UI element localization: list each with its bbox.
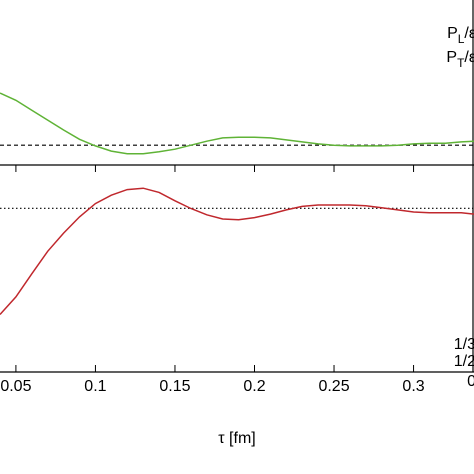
x-tick-label: 0.05 xyxy=(0,378,31,395)
annotation: 1/2 xyxy=(454,353,474,370)
x-tick-label: 0.1 xyxy=(84,378,106,395)
x-tick-label: 0.25 xyxy=(318,378,349,395)
annotation: PT/ε xyxy=(446,49,474,70)
x-tick-label: 0.15 xyxy=(159,378,190,395)
x-axis-title: τ [fm] xyxy=(218,430,255,447)
annotation: 0 xyxy=(467,373,474,390)
x-tick-label: 0.2 xyxy=(243,378,265,395)
annotation: PL/ε xyxy=(447,25,474,46)
annotation: 1/3 xyxy=(454,336,474,353)
data-line xyxy=(0,187,474,316)
x-tick-label: 0.3 xyxy=(402,378,424,395)
data-line xyxy=(0,92,474,155)
